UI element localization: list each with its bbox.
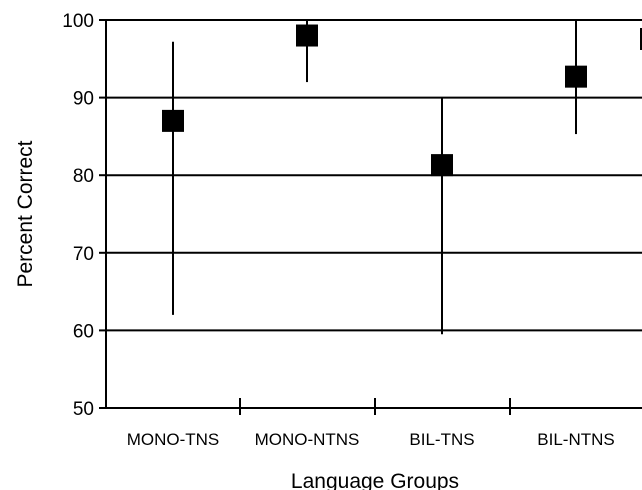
marker-mono-tns bbox=[162, 109, 184, 132]
marker-offscreen-partial bbox=[640, 28, 642, 50]
y-tick-label-70: 70 bbox=[73, 244, 94, 265]
data-markers bbox=[162, 24, 642, 177]
y-axis-ticks: 50 60 70 80 90 100 bbox=[62, 11, 106, 420]
x-tick-label-bil-ntns: BIL-NTNS bbox=[537, 430, 614, 449]
y-tick-label-100: 100 bbox=[62, 11, 94, 32]
marker-bil-ntns bbox=[565, 65, 587, 88]
gridlines bbox=[106, 19, 642, 332]
marker-mono-ntns bbox=[296, 24, 318, 47]
axes bbox=[105, 20, 642, 409]
x-axis-ticks: MONO-TNS MONO-NTNS BIL-TNS BIL-NTNS bbox=[127, 398, 615, 449]
x-tick-label-bil-tns: BIL-TNS bbox=[409, 430, 474, 449]
x-axis-label: Language Groups bbox=[291, 470, 459, 490]
x-tick-label-mono-ntns: MONO-NTNS bbox=[255, 430, 360, 449]
error-bars bbox=[172, 20, 577, 335]
y-tick-label-50: 50 bbox=[73, 399, 94, 420]
y-tick-label-80: 80 bbox=[73, 166, 94, 187]
marker-bil-tns bbox=[431, 154, 453, 177]
y-tick-label-60: 60 bbox=[73, 321, 94, 342]
y-axis-label: Percent Correct bbox=[14, 140, 37, 287]
x-tick-label-mono-tns: MONO-TNS bbox=[127, 430, 220, 449]
y-tick-label-90: 90 bbox=[73, 89, 94, 110]
